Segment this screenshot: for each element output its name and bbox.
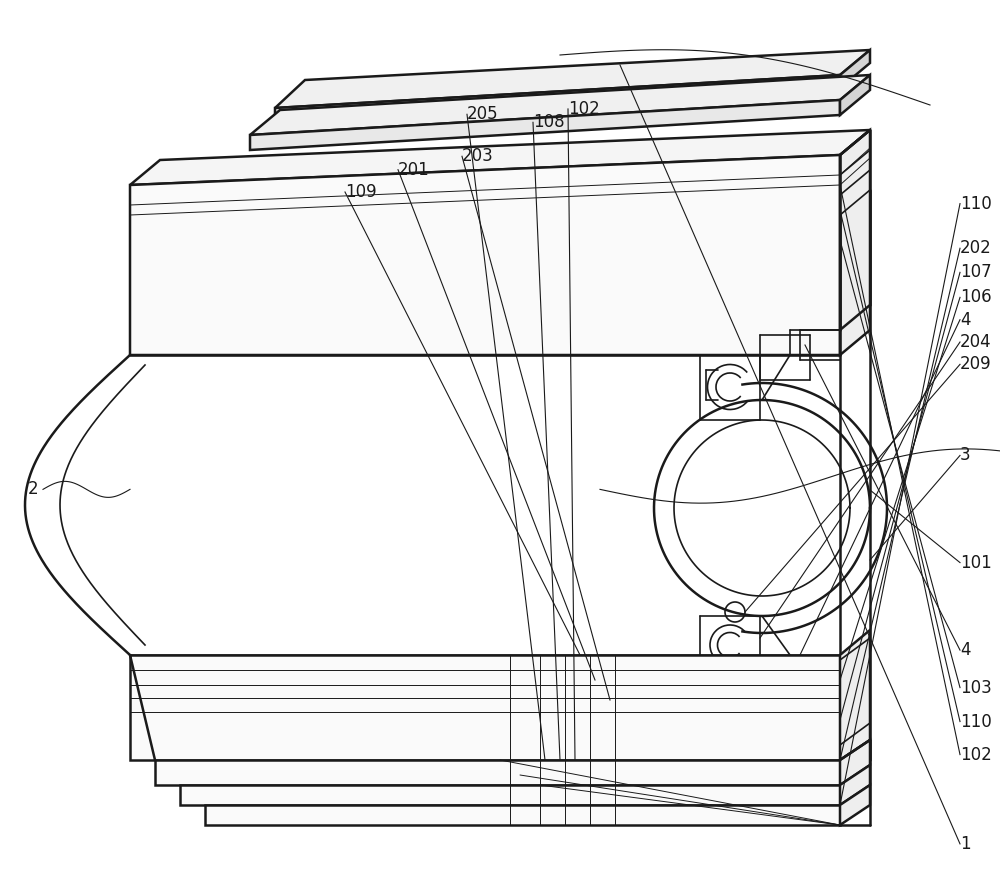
- Text: 205: 205: [467, 105, 499, 123]
- Polygon shape: [840, 50, 870, 88]
- Polygon shape: [840, 740, 870, 785]
- Text: 103: 103: [960, 679, 992, 697]
- Text: 202: 202: [960, 239, 992, 257]
- Text: 209: 209: [960, 355, 992, 373]
- Polygon shape: [250, 100, 840, 150]
- Polygon shape: [275, 50, 870, 108]
- Text: 1: 1: [960, 835, 971, 853]
- Text: 102: 102: [568, 100, 600, 118]
- Polygon shape: [130, 130, 870, 185]
- Text: 106: 106: [960, 288, 992, 306]
- Polygon shape: [840, 75, 870, 115]
- Text: 4: 4: [960, 641, 970, 659]
- Text: 4: 4: [960, 311, 970, 329]
- Text: 101: 101: [960, 554, 992, 572]
- Text: 201: 201: [398, 161, 430, 179]
- Text: 108: 108: [533, 113, 565, 131]
- Text: 110: 110: [960, 713, 992, 730]
- Polygon shape: [840, 785, 870, 825]
- Text: 204: 204: [960, 333, 992, 351]
- Text: 107: 107: [960, 263, 992, 281]
- Polygon shape: [275, 75, 840, 122]
- Text: 109: 109: [345, 183, 377, 201]
- Polygon shape: [840, 630, 870, 760]
- Polygon shape: [155, 760, 840, 785]
- Text: 2: 2: [28, 480, 39, 498]
- Polygon shape: [840, 765, 870, 805]
- Text: 110: 110: [960, 195, 992, 213]
- Polygon shape: [840, 130, 870, 355]
- Text: 203: 203: [462, 147, 494, 165]
- Text: 102: 102: [960, 746, 992, 764]
- Polygon shape: [130, 155, 840, 355]
- Polygon shape: [130, 655, 840, 760]
- Polygon shape: [180, 785, 840, 805]
- Text: 3: 3: [960, 446, 971, 464]
- Polygon shape: [250, 75, 870, 135]
- Polygon shape: [205, 805, 840, 825]
